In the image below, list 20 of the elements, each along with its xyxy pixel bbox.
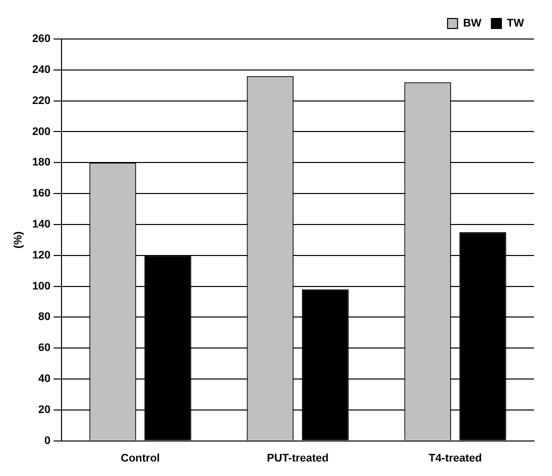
x-tick-label: T4-treated xyxy=(428,452,482,464)
legend-label: TW xyxy=(506,18,525,30)
y-tick-label: 220 xyxy=(32,94,51,107)
legend-label: BW xyxy=(463,18,482,30)
y-tick-label: 20 xyxy=(38,404,51,416)
y-tick-label: 260 xyxy=(32,33,51,46)
x-tick-label: PUT-treated xyxy=(266,452,329,464)
y-tick-label: 40 xyxy=(38,373,51,386)
y-axis-title: (%) xyxy=(12,231,25,248)
y-tick-label: 240 xyxy=(32,64,51,76)
y-tick-label: 200 xyxy=(32,126,51,138)
y-tick-label: 0 xyxy=(44,434,51,447)
x-tick-label: Control xyxy=(120,452,160,464)
y-tick-label: 140 xyxy=(32,218,51,230)
y-tick-label: 160 xyxy=(32,188,51,200)
y-tick-label: 120 xyxy=(32,249,51,262)
y-tick-label: 60 xyxy=(38,342,51,354)
y-tick-label: 80 xyxy=(38,311,51,324)
y-tick-label: 180 xyxy=(32,156,51,169)
y-tick-label: 100 xyxy=(32,280,51,292)
